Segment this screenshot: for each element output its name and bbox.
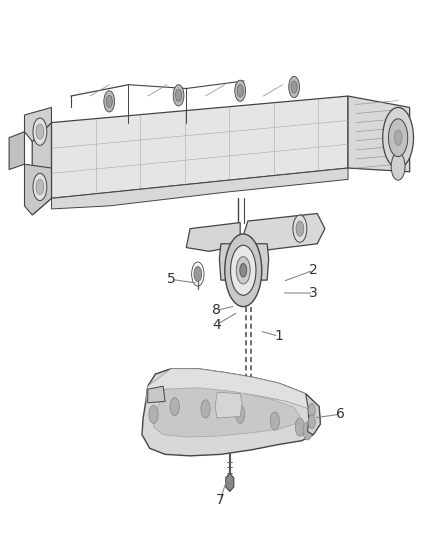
Polygon shape: [154, 387, 300, 437]
Circle shape: [106, 95, 112, 108]
Text: 4: 4: [212, 318, 221, 332]
Circle shape: [201, 400, 210, 418]
Circle shape: [295, 418, 304, 436]
Circle shape: [194, 266, 201, 281]
Circle shape: [394, 130, 402, 146]
Circle shape: [383, 108, 413, 168]
Text: 6: 6: [336, 407, 345, 421]
Circle shape: [237, 85, 243, 97]
Text: 3: 3: [309, 286, 318, 300]
Polygon shape: [146, 369, 319, 410]
Circle shape: [236, 405, 245, 423]
Circle shape: [36, 180, 44, 195]
Text: 2: 2: [309, 263, 318, 277]
Circle shape: [240, 263, 247, 277]
Circle shape: [36, 124, 44, 139]
Circle shape: [308, 403, 315, 417]
Circle shape: [293, 215, 307, 243]
Circle shape: [33, 118, 47, 146]
Polygon shape: [25, 108, 51, 142]
Circle shape: [391, 153, 405, 180]
Polygon shape: [240, 214, 325, 252]
Circle shape: [270, 412, 279, 430]
Circle shape: [289, 76, 300, 98]
Text: 1: 1: [274, 329, 283, 343]
Circle shape: [173, 85, 184, 106]
Polygon shape: [51, 168, 348, 209]
Circle shape: [296, 221, 304, 236]
Circle shape: [225, 234, 262, 306]
Circle shape: [149, 405, 158, 423]
Circle shape: [170, 398, 179, 416]
Circle shape: [389, 119, 408, 157]
Polygon shape: [306, 394, 320, 434]
Polygon shape: [142, 369, 320, 456]
Polygon shape: [9, 132, 25, 169]
Polygon shape: [348, 96, 410, 172]
Polygon shape: [25, 164, 51, 215]
Circle shape: [235, 80, 246, 101]
Circle shape: [291, 81, 297, 93]
Circle shape: [176, 89, 182, 101]
Polygon shape: [51, 96, 348, 198]
Text: 7: 7: [216, 493, 225, 507]
Polygon shape: [215, 392, 242, 418]
Polygon shape: [148, 386, 165, 403]
Circle shape: [33, 173, 47, 200]
Circle shape: [104, 91, 115, 112]
Polygon shape: [226, 473, 234, 491]
Polygon shape: [219, 244, 268, 280]
Polygon shape: [186, 223, 240, 252]
Text: 5: 5: [166, 272, 175, 286]
Text: 8: 8: [212, 303, 221, 318]
Circle shape: [237, 257, 250, 284]
Circle shape: [303, 422, 312, 440]
Circle shape: [308, 415, 315, 429]
Circle shape: [230, 245, 256, 295]
Polygon shape: [32, 123, 51, 215]
